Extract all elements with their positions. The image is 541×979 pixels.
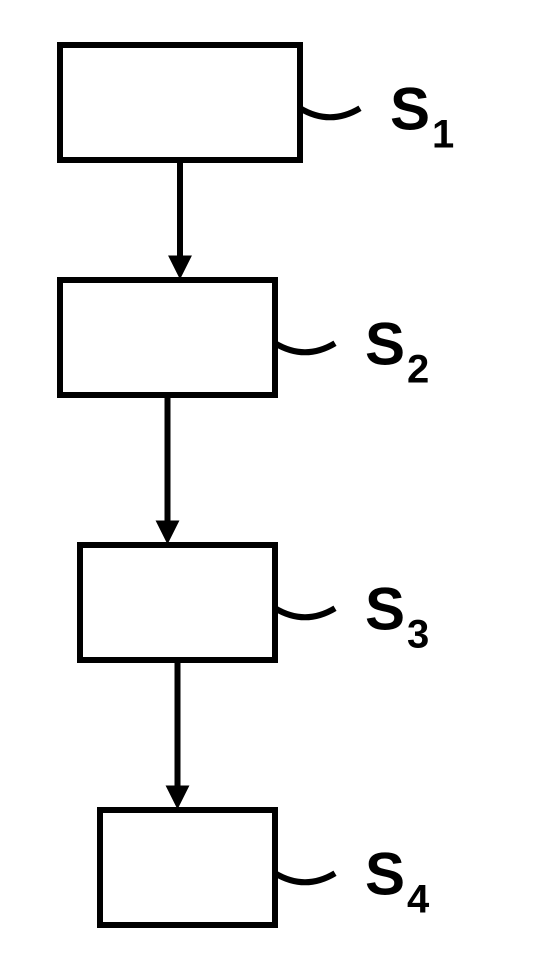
node-s3-box [80,545,275,660]
label-s3-sub: 3 [407,612,429,656]
label-s1-sub: 1 [432,112,454,156]
flowchart-diagram: S1S2S3S4 [0,0,541,979]
node-s1-box [60,45,300,160]
label-s2-sub: 2 [407,347,429,391]
node-s4-box [100,810,275,925]
label-s4-sub: 4 [407,877,430,921]
node-s2-box [60,280,275,395]
